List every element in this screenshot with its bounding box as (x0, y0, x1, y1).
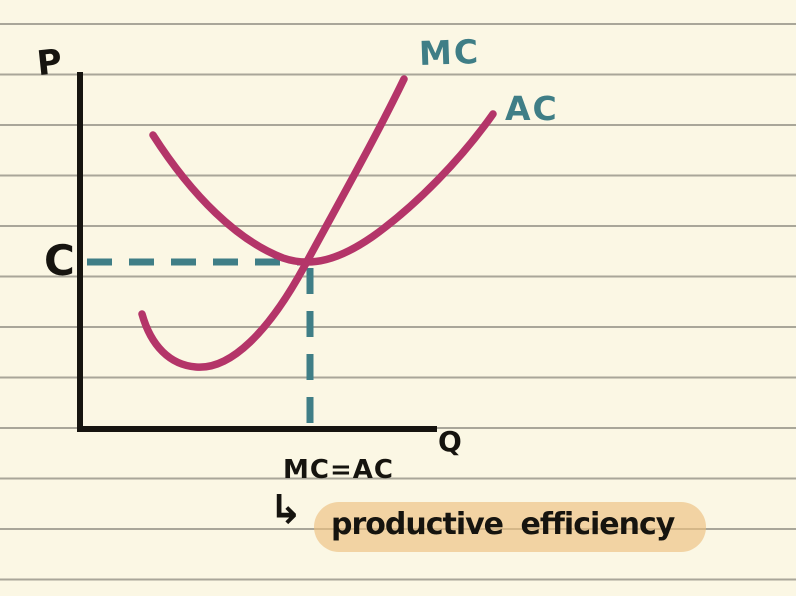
ac-curve (149, 110, 497, 266)
mc-curve-label: MC (418, 31, 481, 74)
price-level-label: C (44, 236, 75, 285)
y-axis-label: P (34, 41, 64, 85)
ac-curve-label: AC (505, 89, 559, 128)
annotation-text: productive efficiency (331, 507, 675, 542)
x-axis-label: Q (438, 425, 462, 458)
intersection-label: MC=AC (283, 455, 394, 485)
mc-curve (138, 75, 408, 371)
annotation-highlight (314, 502, 706, 552)
branch-arrow-icon: ↳ (269, 487, 303, 533)
